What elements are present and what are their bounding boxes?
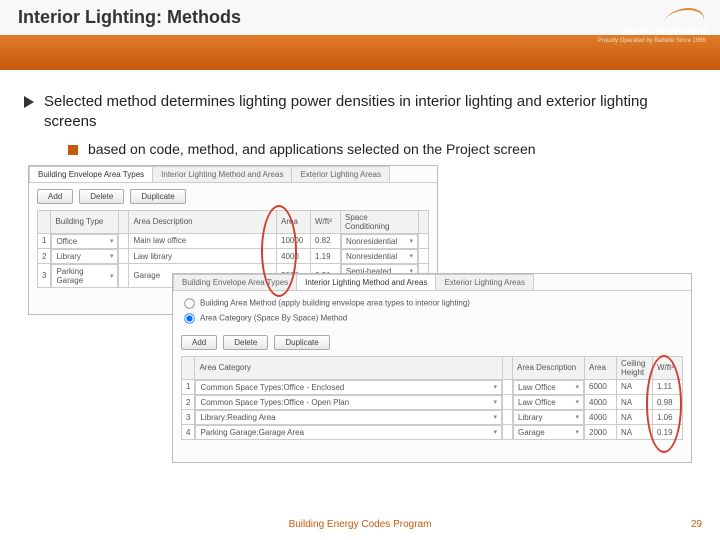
square-bullet-icon — [68, 145, 78, 155]
table-row[interactable]: 1 Office Main law office 10000 0.82 Nonr… — [38, 233, 429, 249]
table-header-row: Area Category Area Description Area Ceil… — [182, 356, 683, 379]
logo-tagline: Proudly Operated by Battelle Since 1965 — [598, 38, 706, 44]
tab-envelope[interactable]: Building Envelope Area Types — [173, 274, 297, 290]
radio-input[interactable] — [184, 298, 194, 308]
sub-bullet-text: based on code, method, and applications … — [88, 141, 536, 157]
table-row[interactable]: 2 Common Space Types:Office - Open Plan … — [182, 395, 683, 410]
col-wft2: W/ft² — [653, 356, 683, 379]
radio-input[interactable] — [184, 313, 194, 323]
delete-button[interactable]: Delete — [223, 335, 268, 350]
slide-header: Interior Lighting: Methods Pacific North… — [0, 0, 720, 70]
col-area-desc: Area Description — [513, 356, 585, 379]
logo-text: Pacific Northwest — [598, 26, 706, 37]
col-area: Area — [585, 356, 617, 379]
col-ceiling: Ceiling Height — [617, 356, 653, 379]
duplicate-button[interactable]: Duplicate — [130, 189, 185, 204]
col-dd2 — [419, 210, 429, 233]
col-dd — [119, 210, 129, 233]
radio-area-category[interactable]: Area Category (Space By Space) Method — [183, 312, 681, 325]
col-num — [182, 356, 195, 379]
main-bullet-text: Selected method determines lighting powe… — [44, 92, 696, 133]
tab-interior[interactable]: Interior Lighting Method and Areas — [296, 274, 436, 290]
add-button[interactable]: Add — [181, 335, 217, 350]
table-row[interactable]: 3 Library:Reading Area Library 4000 NA 1… — [182, 410, 683, 425]
table-row[interactable]: 1 Common Space Types:Office - Enclosed L… — [182, 379, 683, 395]
table-b: Area Category Area Description Area Ceil… — [181, 356, 683, 441]
add-button[interactable]: Add — [37, 189, 73, 204]
tab-interior[interactable]: Interior Lighting Method and Areas — [152, 166, 292, 182]
radio-building-area[interactable]: Building Area Method (apply building env… — [183, 297, 681, 310]
col-area-category: Area Category — [195, 356, 503, 379]
conditioning-select: Nonresidential — [341, 234, 418, 249]
footer-program: Building Energy Codes Program — [0, 519, 720, 530]
button-row-a: Add Delete Duplicate — [29, 183, 437, 210]
screenshot-interior-method: Building Envelope Area Types Interior Li… — [172, 273, 692, 463]
sub-bullet-row: based on code, method, and applications … — [68, 141, 696, 157]
table-row[interactable]: 2 Library Law library 4000 1.19 Nonresid… — [38, 249, 429, 264]
pnnl-logo: Pacific Northwest Proudly Operated by Ba… — [598, 8, 706, 44]
tabs-a: Building Envelope Area Types Interior Li… — [29, 166, 437, 183]
slide-title: Interior Lighting: Methods — [18, 7, 241, 28]
screenshot-stack: Building Envelope Area Types Interior Li… — [24, 165, 696, 475]
col-area: Area — [277, 210, 311, 233]
col-space-cond: Space Conditioning — [341, 210, 419, 233]
col-num — [38, 210, 51, 233]
col-building-type: Building Type — [51, 210, 119, 233]
building-type-select: Office — [51, 234, 118, 249]
delete-button[interactable]: Delete — [79, 189, 124, 204]
method-radios: Building Area Method (apply building env… — [173, 291, 691, 329]
slide-content: Selected method determines lighting powe… — [0, 70, 720, 475]
area-category-select: Common Space Types:Office - Enclosed — [195, 380, 502, 395]
logo-swoosh-icon — [662, 8, 706, 24]
triangle-bullet-icon — [24, 96, 34, 108]
table-header-row: Building Type Area Description Area W/ft… — [38, 210, 429, 233]
tab-exterior[interactable]: Exterior Lighting Areas — [435, 274, 534, 290]
tab-exterior[interactable]: Exterior Lighting Areas — [291, 166, 390, 182]
button-row-b: Add Delete Duplicate — [173, 329, 691, 356]
col-area-desc: Area Description — [129, 210, 277, 233]
col-wft2: W/ft² — [311, 210, 341, 233]
tab-envelope[interactable]: Building Envelope Area Types — [29, 166, 153, 182]
page-number: 29 — [691, 519, 702, 530]
duplicate-button[interactable]: Duplicate — [274, 335, 329, 350]
tabs-b: Building Envelope Area Types Interior Li… — [173, 274, 691, 291]
table-row[interactable]: 4 Parking Garage:Garage Area Garage 2000… — [182, 425, 683, 440]
main-bullet-row: Selected method determines lighting powe… — [24, 92, 696, 133]
col-dd — [503, 356, 513, 379]
